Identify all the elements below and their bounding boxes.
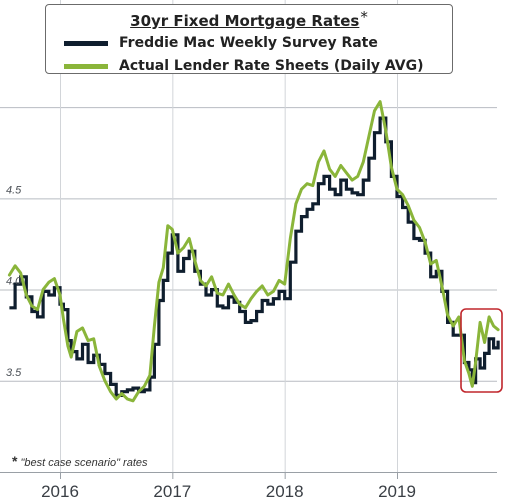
legend-item-lender: Actual Lender Rate Sheets (Daily AVG) bbox=[64, 58, 424, 74]
y-tick-labels: 3.5 4.0 4.5 bbox=[6, 184, 22, 378]
legend-label-freddie: Freddie Mac Weekly Survey Rate bbox=[119, 35, 378, 51]
highlight-box bbox=[460, 308, 503, 393]
y-tick-label: 4.0 bbox=[6, 276, 22, 288]
chart-legend: 30yr Fixed Mortgage Rates* Freddie Mac W… bbox=[45, 4, 453, 74]
footnote-asterisk: * bbox=[12, 453, 18, 469]
y-tick-label: 3.5 bbox=[6, 367, 22, 379]
x-tick-label: 2016 bbox=[41, 482, 79, 498]
series-lines bbox=[7, 100, 500, 403]
x-axis: 2016 2017 2018 2019 bbox=[0, 472, 497, 498]
legend-title: 30yr Fixed Mortgage Rates* bbox=[46, 8, 452, 30]
series-line-lender-rates bbox=[7, 100, 500, 403]
legend-swatch-lender bbox=[64, 63, 108, 69]
legend-label-lender: Actual Lender Rate Sheets (Daily AVG) bbox=[119, 58, 424, 74]
legend-swatch-freddie bbox=[64, 40, 108, 46]
x-tick-label: 2017 bbox=[153, 482, 191, 498]
recent-rates-highlight bbox=[460, 308, 503, 393]
x-tick-label: 2019 bbox=[378, 482, 416, 498]
series-line-freddie-mac bbox=[9, 116, 500, 397]
x-tick-label: 2018 bbox=[266, 482, 304, 498]
footnote-text: "best case scenario" rates bbox=[20, 457, 148, 469]
legend-title-text: 30yr Fixed Mortgage Rates bbox=[130, 12, 360, 30]
legend-title-asterisk: * bbox=[360, 8, 368, 26]
y-tick-label: 4.5 bbox=[6, 184, 22, 196]
legend-item-freddie: Freddie Mac Weekly Survey Rate bbox=[64, 35, 378, 51]
footnote: * "best case scenario" rates bbox=[12, 453, 148, 469]
